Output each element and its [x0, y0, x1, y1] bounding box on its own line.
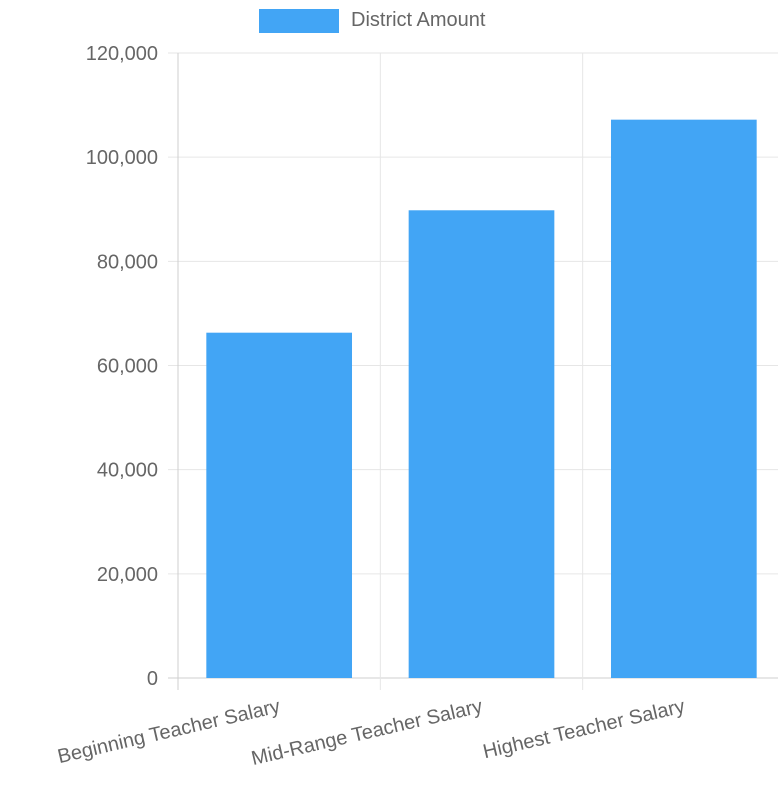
y-tick-label: 40,000 — [97, 460, 158, 482]
y-tick-label: 60,000 — [97, 356, 158, 378]
bar[interactable] — [409, 210, 555, 678]
bars-layer — [206, 120, 756, 678]
y-tick-label: 20,000 — [97, 564, 158, 586]
y-tick-label: 120,000 — [86, 43, 158, 65]
x-tick-label: Beginning Teacher Salary — [56, 695, 283, 768]
x-tick-label: Mid-Range Teacher Salary — [249, 695, 484, 770]
y-tick-label: 80,000 — [97, 251, 158, 273]
bar[interactable] — [206, 333, 352, 678]
legend-label[interactable]: District Amount — [351, 9, 486, 31]
y-tick-label: 0 — [147, 668, 158, 690]
y-tick-label: 100,000 — [86, 147, 158, 169]
axis-layer: 0 20,000 40,000 60,000 80,000 100,000 120,000 B… — [56, 43, 687, 770]
x-tick-label: Highest Teacher Salary — [481, 695, 687, 763]
legend[interactable]: District Amount — [259, 9, 486, 33]
legend-swatch[interactable] — [259, 9, 339, 33]
bar[interactable] — [611, 120, 757, 678]
